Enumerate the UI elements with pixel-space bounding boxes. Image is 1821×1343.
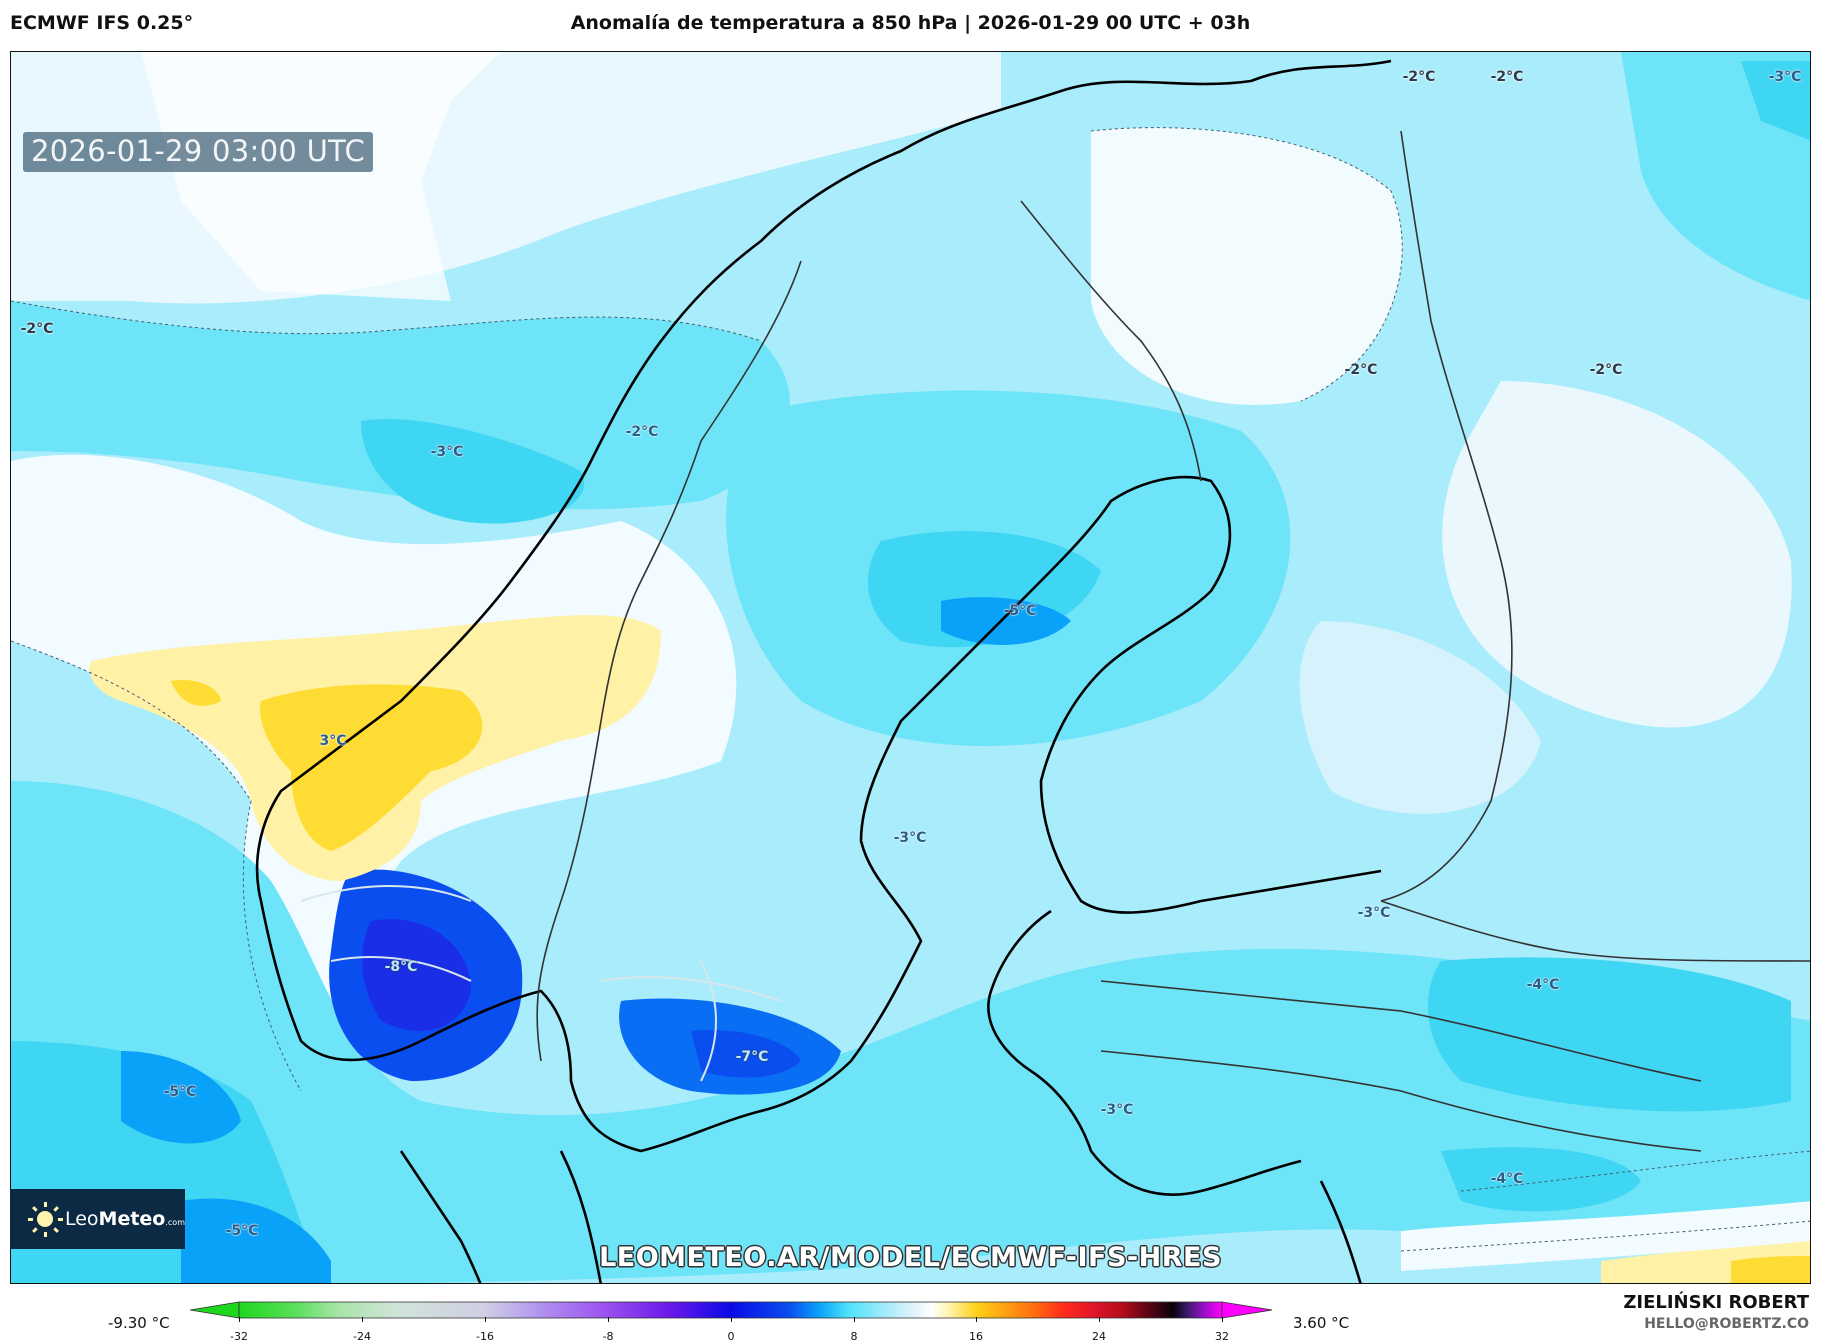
contour-label: -4°C	[1526, 977, 1560, 993]
contour-label: -3°C	[430, 444, 464, 460]
colorbar-tick	[239, 1317, 240, 1322]
colorbar-tick	[485, 1317, 486, 1322]
sun-icon	[27, 1201, 63, 1237]
contour-label: 3°C	[319, 733, 347, 749]
author-name: ZIELIŃSKI ROBERT	[1623, 1292, 1809, 1313]
contour-label: -5°C	[163, 1084, 197, 1100]
contour-label: -3°C	[1357, 905, 1391, 921]
watermark-url: LEOMETEO.AR/MODEL/ECMWF-IFS-HRES	[599, 1242, 1222, 1273]
colorbar-tick	[731, 1317, 732, 1322]
model-name: ECMWF IFS 0.25°	[10, 12, 194, 34]
colorbar-tick-label: 16	[969, 1330, 983, 1343]
leometeo-logo[interactable]: LeoMeteo.com	[10, 1189, 185, 1249]
author-email[interactable]: HELLO@ROBERTZ.CO	[1644, 1316, 1809, 1332]
temperature-anomaly-map: 2026-01-29 03:00 UTC	[10, 51, 1811, 1284]
contour-label: -2°C	[1344, 362, 1378, 378]
colorbar-tick	[1099, 1317, 1100, 1322]
colorbar	[190, 1301, 1272, 1319]
chart-title: Anomalía de temperatura a 850 hPa | 2026…	[570, 12, 1251, 34]
contour-label: -2°C	[625, 424, 659, 440]
colorbar-min-label: -9.30 °C	[108, 1314, 170, 1332]
contour-label: -4°C	[1490, 1171, 1524, 1187]
colorbar-tick-label: 32	[1215, 1330, 1229, 1343]
valid-time-badge: 2026-01-29 03:00 UTC	[23, 132, 374, 172]
contour-label: -8°C	[384, 959, 418, 975]
colorbar-tick	[854, 1317, 855, 1322]
colorbar-tick-label: 8	[850, 1330, 858, 1343]
contour-label: -2°C	[20, 321, 54, 337]
colorbar-tick	[976, 1317, 977, 1322]
contour-label: -5°C	[225, 1223, 259, 1239]
colorbar-max-label: 3.60 °C	[1293, 1314, 1350, 1332]
colorbar-tick-label: -32	[230, 1330, 248, 1343]
contour-label: -3°C	[1768, 69, 1802, 85]
logo-text: LeoMeteo.com	[64, 1208, 185, 1230]
colorbar-tick-label: -24	[353, 1330, 371, 1343]
contour-label: -2°C	[1490, 69, 1524, 85]
map-field	[11, 52, 1810, 1283]
colorbar-tick	[608, 1317, 609, 1322]
contour-label: -7°C	[735, 1049, 769, 1065]
contour-label: -3°C	[1100, 1102, 1134, 1118]
contour-label: -3°C	[893, 830, 927, 846]
contour-label: -2°C	[1589, 362, 1623, 378]
colorbar-tick-label: 24	[1092, 1330, 1106, 1343]
colorbar-tick-label: -16	[476, 1330, 494, 1343]
colorbar-tick-label: -8	[602, 1330, 614, 1343]
colorbar-tick	[1222, 1317, 1223, 1322]
colorbar-tick	[362, 1317, 363, 1322]
contour-label: -5°C	[1003, 603, 1037, 619]
colorbar-tick-label: 0	[727, 1330, 735, 1343]
contour-label: -2°C	[1402, 69, 1436, 85]
